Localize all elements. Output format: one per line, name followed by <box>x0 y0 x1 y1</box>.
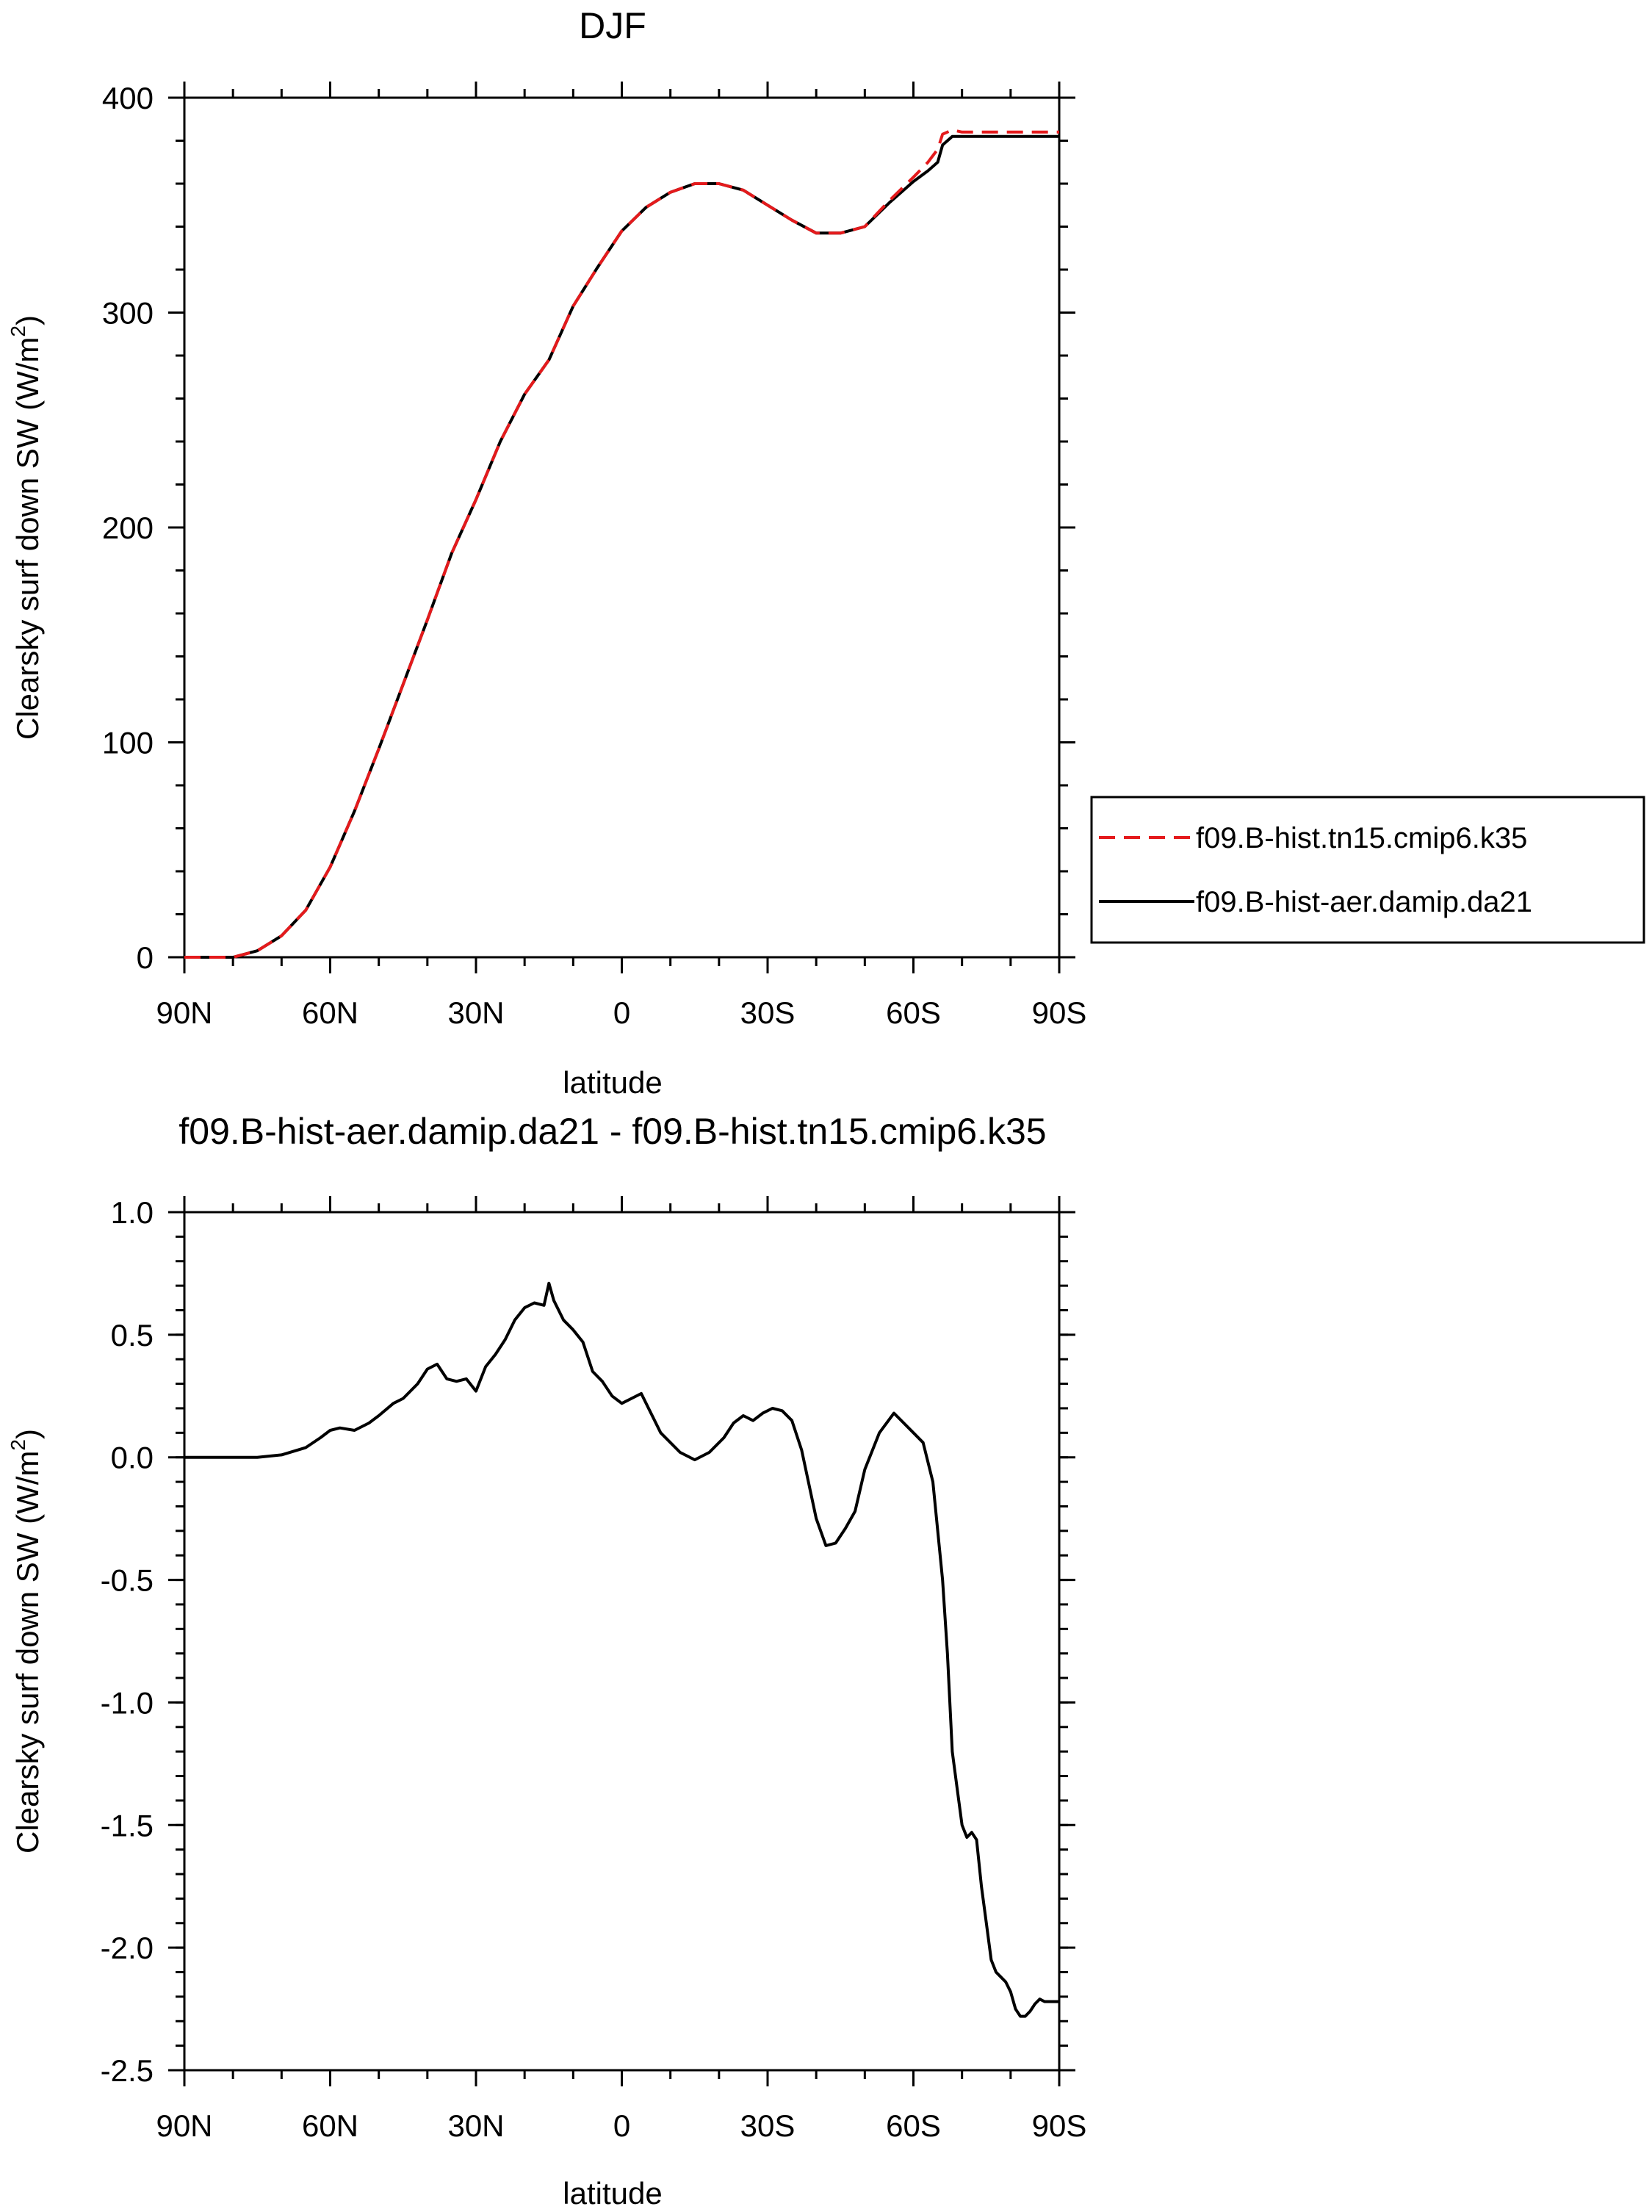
y-tick-labels: 1.0 0.5 0.0 -0.5 -1.0 -1.5 -2.0 -2.5 <box>101 1195 154 2088</box>
x-axis-label: latitude <box>563 1065 662 1100</box>
x-tick-label: 90S <box>1032 995 1087 1030</box>
series-line-solid <box>184 1281 1059 2018</box>
legend-box <box>1090 796 1645 944</box>
y-tick-label: 0 <box>137 940 154 975</box>
y-tick-label: -2.0 <box>101 1931 154 1965</box>
chart-djf: DJF 0 100 200 300 400 90N 60N 30N 0 30S 60S 90S la… <box>7 5 1645 1100</box>
x-tick-label: 30N <box>447 2108 504 2143</box>
y-tick-label: -1.0 <box>101 1685 154 1720</box>
x-tick-label: 60S <box>886 2108 941 2143</box>
y-axis-label: Clearsky surf down SW (W/m2) <box>7 315 45 740</box>
tick-marks <box>168 82 1075 973</box>
series-line-dashed <box>184 128 1059 959</box>
y-tick-labels: 0 100 200 300 400 <box>102 81 154 975</box>
y-tick-label: 300 <box>102 296 154 331</box>
series-line-solid <box>184 134 1059 959</box>
x-axis-label: latitude <box>563 2176 662 2211</box>
y-axis-label: Clearsky surf down SW (W/m2) <box>7 1429 45 1853</box>
x-tick-label: 90N <box>156 2108 212 2143</box>
chart-difference: f09.B-hist-aer.damip.da21 - f09.B-hist.t… <box>7 1111 1086 2211</box>
y-tick-label: -1.5 <box>101 1808 154 1842</box>
x-tick-label: 0 <box>613 2108 630 2143</box>
x-tick-label: 30N <box>447 995 504 1030</box>
x-tick-label: 90S <box>1032 2108 1087 2143</box>
x-tick-labels: 90N 60N 30N 0 30S 60S 90S <box>156 2108 1086 2143</box>
tick-marks <box>168 1196 1075 2086</box>
y-tick-label: -2.5 <box>101 2053 154 2088</box>
chart-title: DJF <box>579 5 646 46</box>
x-tick-label: 30S <box>740 995 796 1030</box>
legend-entry-2: f09.B-hist-aer.damip.da21 <box>1196 886 1532 918</box>
y-tick-label: 100 <box>102 726 154 760</box>
x-tick-label: 60S <box>886 995 941 1030</box>
plot-frame <box>183 96 1061 959</box>
chart-title: f09.B-hist-aer.damip.da21 - f09.B-hist.t… <box>178 1111 1046 1152</box>
legend: f09.B-hist.tn15.cmip6.k35 f09.B-hist-aer… <box>1090 796 1645 944</box>
x-tick-label: 60N <box>302 2108 358 2143</box>
y-tick-label: 200 <box>102 511 154 545</box>
x-tick-label: 90N <box>156 995 212 1030</box>
y-tick-label: 0.0 <box>111 1441 154 1475</box>
y-tick-label: -0.5 <box>101 1563 154 1598</box>
legend-entry-1: f09.B-hist.tn15.cmip6.k35 <box>1196 822 1527 854</box>
x-tick-labels: 90N 60N 30N 0 30S 60S 90S <box>156 995 1086 1030</box>
y-tick-label: 1.0 <box>111 1195 154 1230</box>
x-tick-label: 0 <box>613 995 630 1030</box>
x-tick-label: 60N <box>302 995 358 1030</box>
y-tick-label: 400 <box>102 81 154 115</box>
y-tick-label: 0.5 <box>111 1318 154 1352</box>
series-lines <box>184 1281 1059 2018</box>
plot-frame <box>183 1211 1061 2072</box>
series-lines <box>184 128 1059 959</box>
x-tick-label: 30S <box>740 2108 796 2143</box>
